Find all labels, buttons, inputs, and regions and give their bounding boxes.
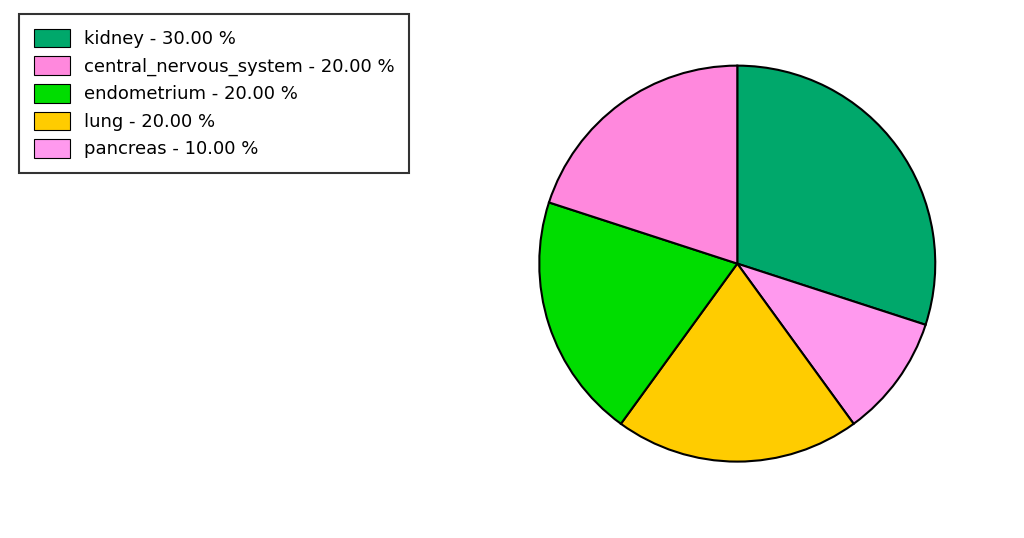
Wedge shape [737, 66, 935, 325]
Legend: kidney - 30.00 %, central_nervous_system - 20.00 %, endometrium - 20.00 %, lung : kidney - 30.00 %, central_nervous_system… [19, 15, 410, 173]
Wedge shape [540, 202, 737, 424]
Wedge shape [621, 264, 854, 462]
Wedge shape [737, 264, 926, 424]
Wedge shape [549, 66, 737, 264]
